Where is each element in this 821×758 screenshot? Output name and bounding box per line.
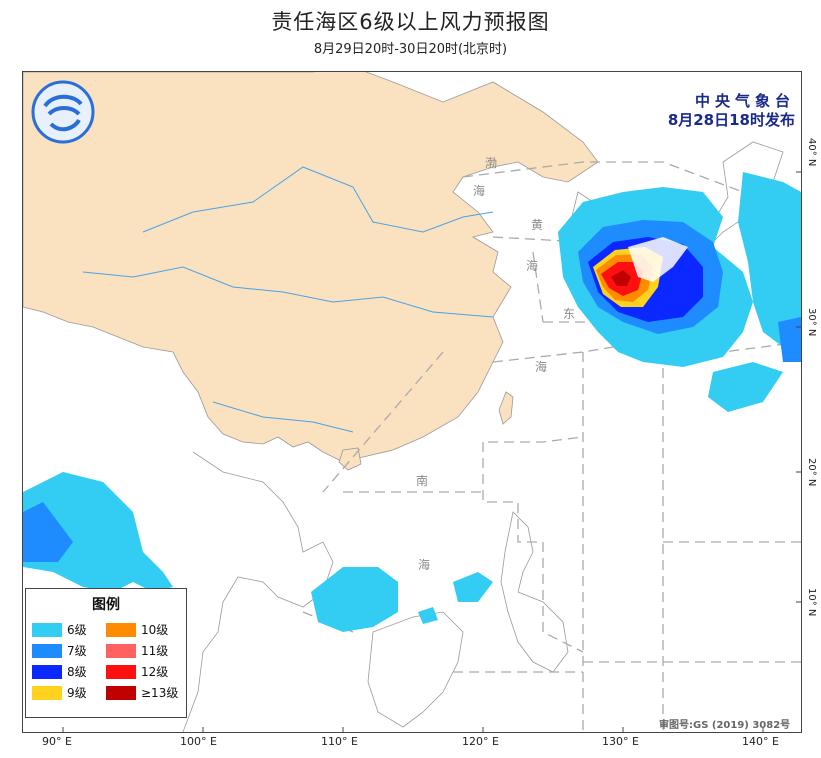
lon-label-100: 100° E (180, 735, 217, 748)
issue-time: 8月28日18时发布 (667, 111, 795, 129)
map-title: 责任海区6级以上风力预报图 (271, 10, 550, 34)
legend-item: ≥13级 (106, 684, 180, 701)
lon-label-130: 130° E (602, 735, 639, 748)
sea-label-huanghai-2: 海 (526, 259, 539, 273)
legend-row: 9级 ≥13级 (32, 682, 180, 703)
legend-row: 6级 10级 (32, 619, 180, 640)
legend-label: 7级 (67, 644, 87, 658)
lon-label-90: 90° E (42, 735, 72, 748)
sea-label-nanhai-2: 海 (418, 558, 431, 572)
legend-label: 6级 (67, 623, 87, 637)
wind-area-south-china-sea (311, 567, 493, 632)
river-yangtze (82, 266, 494, 318)
sea-label-donghai-2: 海 (535, 360, 548, 374)
lat-label-30: 30° N (806, 308, 817, 337)
graticule-ticks (62, 171, 801, 732)
cma-logo-icon (31, 80, 95, 144)
legend-swatch (32, 643, 62, 658)
legend-grid: 6级 10级 7级 11级 8级 12级 9级 ≥13级 (32, 619, 180, 703)
legend-label: 8级 (67, 665, 87, 679)
legend-item: 12级 (106, 663, 180, 680)
map-legend: 图例 6级 10级 7级 11级 8级 12级 9级 ≥13级 (25, 588, 187, 718)
borneo-outline (367, 611, 464, 728)
legend-swatch (106, 622, 136, 637)
legend-row: 7级 11级 (32, 640, 180, 661)
map-canvas (23, 72, 801, 732)
legend-swatch (106, 685, 136, 700)
wind-area-bay-of-bengal (23, 472, 173, 592)
indochina-outline (182, 451, 334, 732)
legend-label: ≥13级 (141, 686, 179, 700)
legend-swatch (106, 664, 136, 679)
legend-item: 10级 (106, 621, 180, 638)
lat-label-20: 20° N (806, 458, 817, 487)
legend-swatch (32, 685, 62, 700)
legend-item: 7级 (32, 642, 106, 659)
legend-item: 11级 (106, 642, 180, 659)
wind-area-typhoon (558, 187, 753, 367)
forecast-map: 渤 海 黄 海 东 海 南 海 中央气象台 8月28日18时发布 图例 6级 10… (22, 71, 802, 733)
sea-label-donghai-1: 东 (563, 307, 576, 321)
river-yellow (142, 166, 494, 233)
sea-label-nanhai-1: 南 (416, 474, 429, 488)
legend-label: 10级 (141, 623, 169, 637)
taiwan-land (498, 391, 514, 425)
legend-swatch (106, 643, 136, 658)
sea-label-huanghai-1: 黄 (531, 218, 544, 232)
lat-label-10: 10° N (806, 588, 817, 617)
china-land (23, 72, 599, 463)
approval-number: 审图号:GS (2019) 3082号 (659, 720, 791, 731)
river-pearl (212, 401, 354, 433)
legend-title: 图例 (92, 597, 120, 613)
legend-label: 11级 (141, 644, 169, 658)
legend-item: 8级 (32, 663, 106, 680)
legend-label: 12级 (141, 665, 169, 679)
legend-item: 6级 (32, 621, 106, 638)
legend-label: 9级 (67, 686, 87, 700)
lon-label-140: 140° E (742, 735, 779, 748)
issuer-block: 中央气象台 8月28日18时发布 (668, 92, 795, 130)
sea-label-bohai-1: 渤 (485, 156, 498, 170)
legend-swatch (32, 664, 62, 679)
map-subtitle: 8月29日20时-30日20时(北京时) (313, 42, 508, 57)
lon-label-120: 120° E (462, 735, 499, 748)
lat-label-40: 40° N (806, 138, 817, 167)
legend-item: 9级 (32, 684, 106, 701)
philippines-outline (500, 511, 569, 673)
legend-swatch (32, 622, 62, 637)
lon-label-110: 110° E (321, 735, 358, 748)
legend-row: 8级 12级 (32, 661, 180, 682)
sea-area-boundaries (302, 161, 801, 732)
wind-area-east (708, 172, 801, 412)
sea-label-bohai-2: 海 (473, 184, 486, 198)
issuer-name: 中央气象台 (694, 92, 795, 110)
